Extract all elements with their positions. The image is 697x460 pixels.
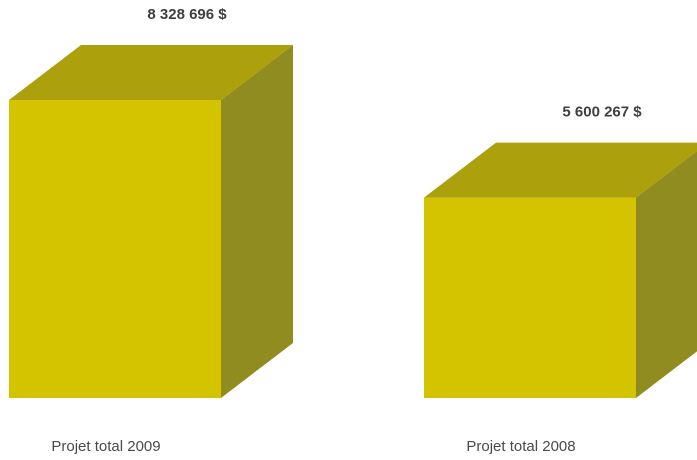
bar-2009 [9, 45, 293, 398]
bar-2008-side-face [636, 151, 697, 398]
bar-2008-top-face [424, 142, 697, 198]
bar-2009-top-face [9, 45, 293, 100]
category-label-2009: Projet total 2009 [51, 438, 160, 455]
data-label-2009: 8 328 696 $ [147, 6, 227, 23]
bar-2009-front-face [9, 100, 221, 398]
bar-2008 [424, 142, 697, 398]
category-label-2008: Projet total 2008 [466, 438, 575, 455]
bar-2008-front-face [424, 197, 636, 398]
data-label-2008: 5 600 267 $ [562, 104, 642, 121]
bar-2009-side-face [221, 45, 293, 398]
